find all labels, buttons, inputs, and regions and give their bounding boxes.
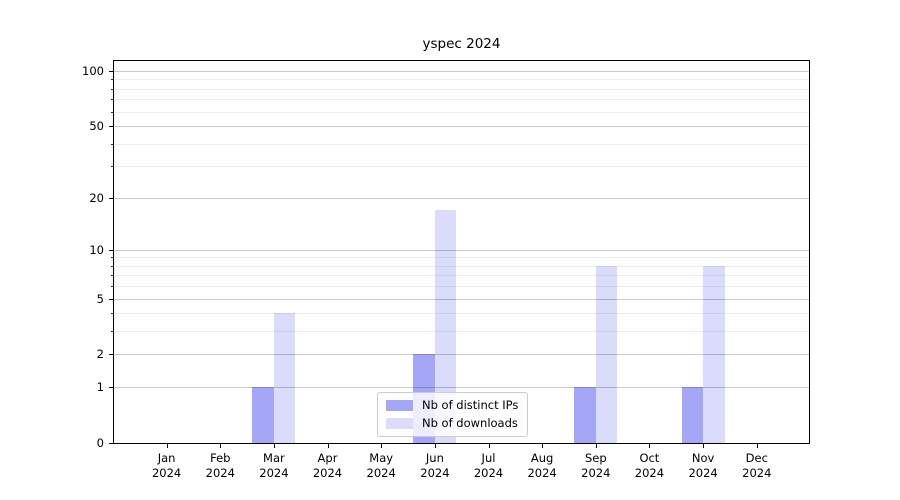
x-tick-label: Aug 2024	[527, 451, 557, 480]
x-tick-mark	[381, 444, 383, 448]
x-tick-label: Jun 2024	[420, 451, 450, 480]
y-tick-label: 10	[89, 242, 104, 257]
x-tick-mark	[166, 444, 168, 448]
y-tick-mark	[109, 197, 113, 199]
x-tick-label: Feb 2024	[205, 451, 235, 480]
y-tick-label: 1	[96, 380, 104, 395]
x-tick-mark	[434, 444, 436, 448]
y-tick-mark	[109, 443, 113, 444]
major-gridline	[114, 126, 809, 128]
minor-gridline	[114, 275, 809, 277]
x-tick-label: Nov 2024	[688, 451, 718, 480]
minor-gridline	[114, 166, 809, 168]
plot-area	[113, 60, 810, 444]
major-gridline	[114, 197, 809, 199]
y-tick-label: 2	[96, 347, 104, 362]
y-minor-tick-mark	[111, 257, 113, 259]
x-tick-mark	[327, 444, 329, 448]
minor-gridline	[114, 313, 809, 315]
minor-gridline	[114, 88, 809, 90]
y-tick-mark	[109, 126, 113, 128]
minor-gridline	[114, 331, 809, 333]
y-minor-tick-mark	[111, 88, 113, 90]
y-minor-tick-mark	[111, 275, 113, 277]
major-gridline	[114, 71, 809, 72]
legend-swatch-distinct-ips	[386, 400, 413, 411]
x-tick-mark	[649, 444, 651, 448]
y-minor-tick-mark	[111, 111, 113, 113]
legend-label-distinct-ips: Nb of distinct IPs	[422, 398, 519, 412]
y-minor-tick-mark	[111, 79, 113, 81]
minor-gridline	[114, 143, 809, 145]
legend-row-distinct-ips: Nb of distinct IPs	[386, 399, 518, 412]
x-tick-label: May 2024	[366, 451, 396, 480]
x-tick-label: Dec 2024	[742, 451, 772, 480]
legend-row-downloads: Nb of downloads	[386, 417, 518, 430]
minor-gridline	[114, 99, 809, 101]
minor-gridline	[114, 257, 809, 259]
x-tick-mark	[273, 444, 275, 448]
legend: Nb of distinct IPs Nb of downloads	[377, 392, 529, 437]
y-tick-mark	[109, 70, 113, 72]
x-tick-mark	[488, 444, 490, 448]
x-tick-label: Mar 2024	[259, 451, 289, 480]
bar-downloads	[703, 265, 725, 443]
y-tick-mark	[109, 387, 113, 389]
y-tick-label: 50	[89, 119, 104, 134]
y-tick-mark	[109, 249, 113, 251]
minor-gridline	[114, 79, 809, 81]
y-minor-tick-mark	[111, 313, 113, 315]
bar-distinct-ips	[574, 387, 596, 443]
bar-distinct-ips	[252, 387, 274, 443]
y-minor-tick-mark	[111, 331, 113, 333]
major-gridline	[114, 354, 809, 356]
y-tick-label: 20	[89, 190, 104, 205]
x-tick-mark	[595, 444, 597, 448]
minor-gridline	[114, 286, 809, 288]
major-gridline	[114, 249, 809, 251]
y-minor-tick-mark	[111, 166, 113, 168]
x-tick-label: Oct 2024	[634, 451, 665, 480]
x-tick-mark	[542, 444, 544, 448]
bar-downloads	[273, 313, 296, 443]
y-tick-label: 100	[82, 63, 104, 78]
minor-gridline	[114, 111, 809, 113]
legend-swatch-downloads	[386, 418, 413, 429]
y-minor-tick-mark	[111, 143, 113, 145]
bar-downloads	[595, 265, 618, 443]
major-gridline	[114, 387, 809, 389]
minor-gridline	[114, 265, 809, 267]
y-tick-label: 5	[96, 291, 104, 306]
bar-downloads	[434, 210, 457, 443]
x-tick-mark	[220, 444, 222, 448]
y-tick-mark	[109, 298, 113, 300]
y-tick-label: 0	[96, 436, 104, 450]
legend-label-downloads: Nb of downloads	[422, 416, 518, 430]
y-minor-tick-mark	[111, 265, 113, 267]
x-tick-label: Jul 2024	[473, 451, 504, 480]
x-tick-label: Jan 2024	[151, 451, 182, 480]
x-tick-label: Apr 2024	[312, 451, 343, 480]
y-minor-tick-mark	[111, 99, 113, 101]
y-minor-tick-mark	[111, 286, 113, 288]
chart-title: yspec 2024	[422, 36, 501, 52]
x-tick-mark	[703, 444, 705, 448]
y-tick-mark	[109, 354, 113, 356]
x-tick-label: Sep 2024	[581, 451, 611, 480]
bar-distinct-ips	[681, 387, 704, 443]
major-gridline	[114, 298, 809, 300]
x-tick-mark	[756, 444, 758, 448]
